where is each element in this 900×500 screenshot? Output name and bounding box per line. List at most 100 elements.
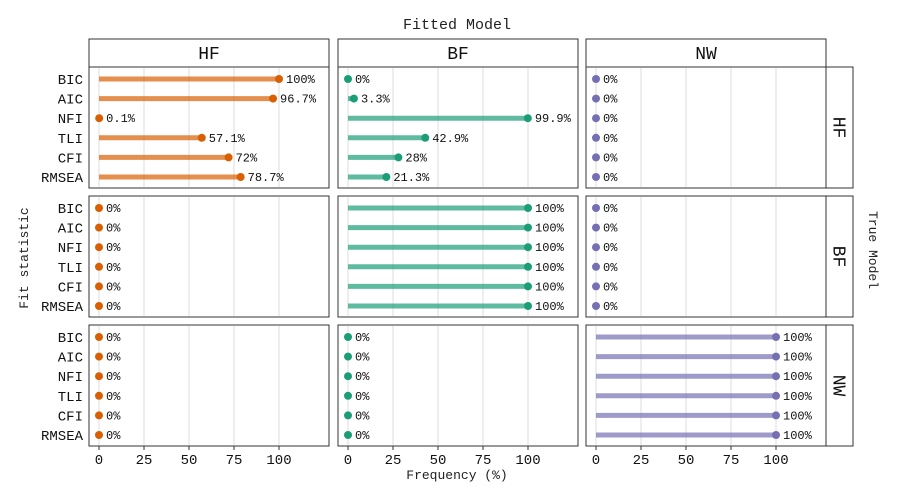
data-label: 96.7% (280, 93, 317, 107)
lollipop-point (344, 75, 352, 83)
lollipop-point (394, 153, 403, 162)
y-tick-label: TLI (58, 261, 83, 277)
x-tick-label: 100 (266, 453, 291, 469)
data-label: 0% (355, 331, 370, 345)
data-label: 0% (603, 93, 618, 107)
column-strip-label-bf: BF (447, 45, 469, 65)
data-label: 72% (236, 151, 258, 165)
lollipop-point (197, 133, 206, 142)
lollipop-point (772, 352, 780, 361)
data-label: 100% (535, 280, 565, 294)
y-tick-label: AIC (58, 93, 83, 109)
x-tick-label: 100 (763, 453, 788, 469)
data-label: 100% (783, 429, 813, 443)
data-label: 0% (603, 73, 618, 87)
lollipop-point (592, 153, 600, 162)
data-label: 100% (286, 73, 316, 87)
data-label: 0% (603, 222, 618, 236)
lollipop-point (772, 411, 780, 420)
lollipop-point (592, 243, 600, 252)
x-tick-label: 0 (592, 453, 600, 469)
lollipop-point (349, 94, 358, 103)
row-strip-hf (825, 66, 854, 189)
lollipop-point (95, 262, 103, 271)
data-label: 0% (106, 390, 121, 404)
data-label: 0% (603, 112, 618, 126)
lollipop-point (592, 94, 600, 103)
lollipop-point (524, 204, 532, 212)
lollipop-point (95, 391, 103, 400)
lollipop-point (592, 204, 600, 212)
lollipop-point (344, 431, 352, 439)
y-tick-label: BIC (58, 331, 83, 347)
column-strip-bf (337, 38, 579, 68)
data-label: 0% (106, 331, 121, 345)
data-label: 0.1% (106, 112, 136, 126)
x-axis-label: Frequency (%) (406, 468, 507, 483)
data-label: 0% (106, 241, 121, 255)
lollipop-point (344, 411, 352, 420)
data-label: 0% (603, 300, 618, 314)
x-tick-label: 0 (95, 453, 103, 469)
data-label: 0% (603, 151, 618, 165)
lollipop-point (95, 372, 103, 381)
data-label: 0% (106, 261, 121, 275)
row-strip-bf (825, 195, 854, 318)
y-axis-label: Fit statistic (17, 207, 32, 308)
panel-nw-hf (88, 324, 330, 447)
lollipop-point (95, 411, 103, 420)
lollipop-point (269, 94, 278, 103)
row-strip-label-nw: NW (828, 375, 848, 397)
column-strip-hf (88, 38, 330, 68)
lollipop-point (772, 333, 780, 341)
y-tick-label: BIC (58, 202, 83, 218)
y-tick-label: CFI (58, 409, 83, 425)
panel-nw-nw (585, 324, 827, 447)
lollipop-point (95, 352, 103, 361)
panel-hf-nw (585, 66, 827, 189)
data-label: 0% (106, 300, 121, 314)
data-label: 0% (106, 280, 121, 294)
y-tick-label: NFI (58, 370, 83, 386)
panel-hf-hf (88, 66, 330, 189)
lollipop-point (344, 372, 352, 381)
lollipop-point (344, 352, 352, 361)
row-strip-label-bf: BF (828, 246, 848, 268)
data-label: 0% (106, 409, 121, 423)
x-tick-label: 75 (723, 453, 740, 469)
lollipop-point (592, 75, 600, 83)
data-label: 0% (603, 202, 618, 216)
y-tick-label: RMSEA (41, 300, 84, 316)
lollipop-point (524, 243, 532, 252)
y-tick-label: NFI (58, 112, 83, 128)
panel-bf-nw (585, 195, 827, 318)
lollipop-point (592, 262, 600, 271)
data-label: 0% (603, 280, 618, 294)
lollipop-point (523, 114, 532, 123)
panel-hf-bf (337, 66, 579, 189)
lollipop-point (95, 243, 103, 252)
x-tick-label: 100 (515, 453, 540, 469)
y-tick-label: RMSEA (41, 429, 84, 445)
data-label: 57.1% (209, 132, 246, 146)
data-label: 0% (106, 429, 121, 443)
column-strip-label-hf: HF (198, 45, 220, 65)
y-tick-label: AIC (58, 222, 83, 238)
lollipop-point (772, 391, 780, 400)
data-label: 0% (603, 132, 618, 146)
y-tick-label: CFI (58, 280, 83, 296)
data-label: 100% (783, 331, 813, 345)
lollipop-point (524, 262, 532, 271)
y-tick-label: AIC (58, 351, 83, 367)
x-tick-label: 0 (344, 453, 352, 469)
data-label: 0% (355, 351, 370, 365)
lollipop-point (772, 372, 780, 381)
x-tick-label: 25 (633, 453, 650, 469)
data-label: 0% (355, 73, 370, 87)
panel-bf-hf (88, 195, 330, 318)
row-strip-label-hf: HF (828, 117, 848, 139)
lollipop-point (524, 302, 532, 310)
data-label: 78.7% (248, 171, 285, 185)
data-label: 100% (535, 241, 565, 255)
